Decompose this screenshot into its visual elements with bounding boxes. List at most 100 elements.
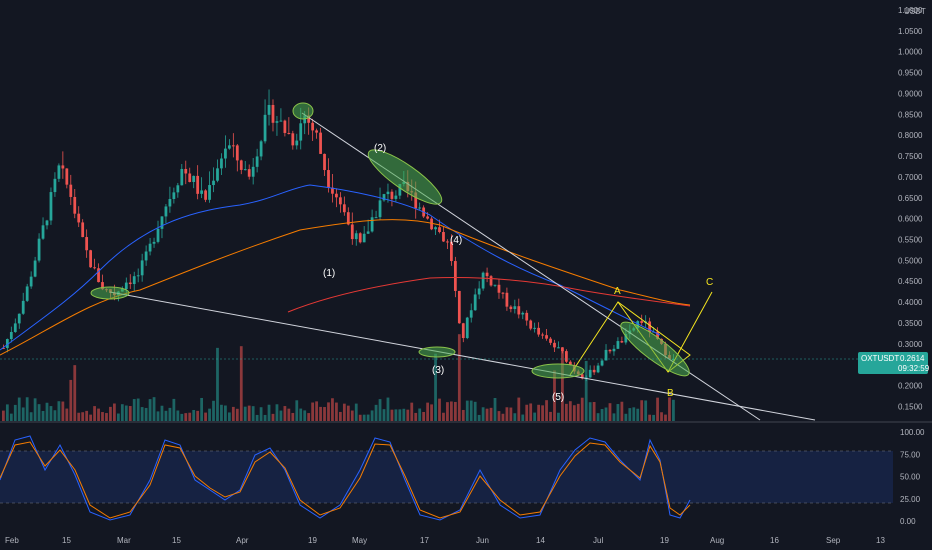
volume-bar [596,413,600,421]
trendline-lower [109,291,816,421]
volume-bar [457,334,461,421]
candle-body [616,341,620,349]
candle-body [442,232,445,242]
stochastic-tick-label: 0.00 [900,517,916,526]
candle-body [656,331,659,339]
volume-bar [545,400,548,421]
volume-bar [89,414,92,421]
candle-body [315,130,318,133]
candle-body [239,160,243,170]
volume-bar [453,401,457,421]
volume-bar [489,407,493,421]
wave-label: (1) [323,268,335,279]
volume-bar [172,398,176,421]
last-price-tag: OXTUSDT 0.2614 09:32:59 [858,352,930,374]
volume-bar [216,347,219,421]
volume-bar [85,410,89,421]
volume-bar [17,397,21,421]
volume-bar [497,411,501,421]
candle-body [227,145,231,149]
stochastic-tick-label: 100.00 [900,428,925,437]
candle-body [501,292,505,294]
candle-body [247,169,251,177]
volume-bar [485,408,489,421]
volume-bar [136,398,140,421]
candle-body [521,312,525,315]
volume-bar [549,411,552,421]
volume-bar [212,400,215,421]
candle-body [533,327,537,329]
candle-body [77,213,81,223]
highlight-ellipse [620,321,690,377]
volume-bar [41,410,45,421]
highlight-ellipse [292,102,314,120]
candle-body [216,168,219,181]
candle-body [346,212,350,225]
volume-bar [21,407,25,421]
volume-bar [632,407,636,421]
last-price-value: 0.2614 [900,354,925,363]
price-axis[interactable]: USDT 1.1000 1.0500 1.0000 0.9500 0.9000 0.850… [0,6,930,411]
time-tick-label: Jun [476,536,489,545]
volume-bar [81,412,85,421]
volume-bar [271,413,275,421]
price-tick-label: 0.7000 [898,173,923,182]
wave-label: (3) [432,365,444,376]
volume-bar [97,408,100,421]
candle-body [592,369,596,373]
candle-body [57,165,61,179]
volume-bar [426,402,429,421]
abc-label: B [667,388,674,399]
candle-body [378,200,382,218]
volume-bar [350,410,354,421]
candle-body [168,199,172,207]
volume-bar [430,404,433,421]
volume-bar [564,403,568,421]
volume-bar [640,400,644,421]
volume-bar [620,401,624,421]
volume-bar [473,401,477,421]
volume-bar [29,412,33,421]
volume-bar [196,410,200,421]
volume-bar [263,414,267,421]
candle-body [342,204,346,213]
volume-bar [287,408,291,421]
volume-bar [295,400,299,421]
candle-body [370,217,374,232]
volume-bar [469,400,473,421]
candle-body [513,306,517,310]
price-tick-label: 1.0500 [898,27,923,36]
candle-body [188,173,192,182]
wave-label: (2) [374,143,386,154]
volume-bar [299,408,303,421]
volume-bar [672,399,675,421]
volume-bar [25,397,29,421]
price-tick-label: 0.3500 [898,319,923,328]
volume-bar [557,412,560,421]
candle-body [418,207,422,209]
candle-body [529,320,533,329]
candle-body [144,251,148,261]
volume-bar [505,407,509,421]
volume-bar [291,412,295,421]
symbol-label: OXTUSDT [861,354,899,363]
volume-bar [588,402,592,421]
candle-body [235,145,239,161]
volume-bar [668,397,671,421]
price-tick-label: 0.6500 [898,194,923,203]
candle-body [33,260,37,277]
volume-bar [390,409,394,421]
volume-bar [465,400,469,421]
candle-body [434,227,437,230]
volume-bar [366,414,370,421]
stochastic-d-line [0,441,691,519]
time-axis[interactable]: Feb 15 Mar 15 Apr 19 May 17 Jun 14 Jul 19 Aug 16 Sep 13 [5,536,885,545]
volume-bar [208,408,211,421]
time-tick-label: 16 [770,536,779,545]
candle-body [156,228,160,242]
wave-label: (5) [552,392,564,403]
volume-bar [275,404,279,421]
candle-body [461,323,465,339]
candle-body [81,222,85,238]
